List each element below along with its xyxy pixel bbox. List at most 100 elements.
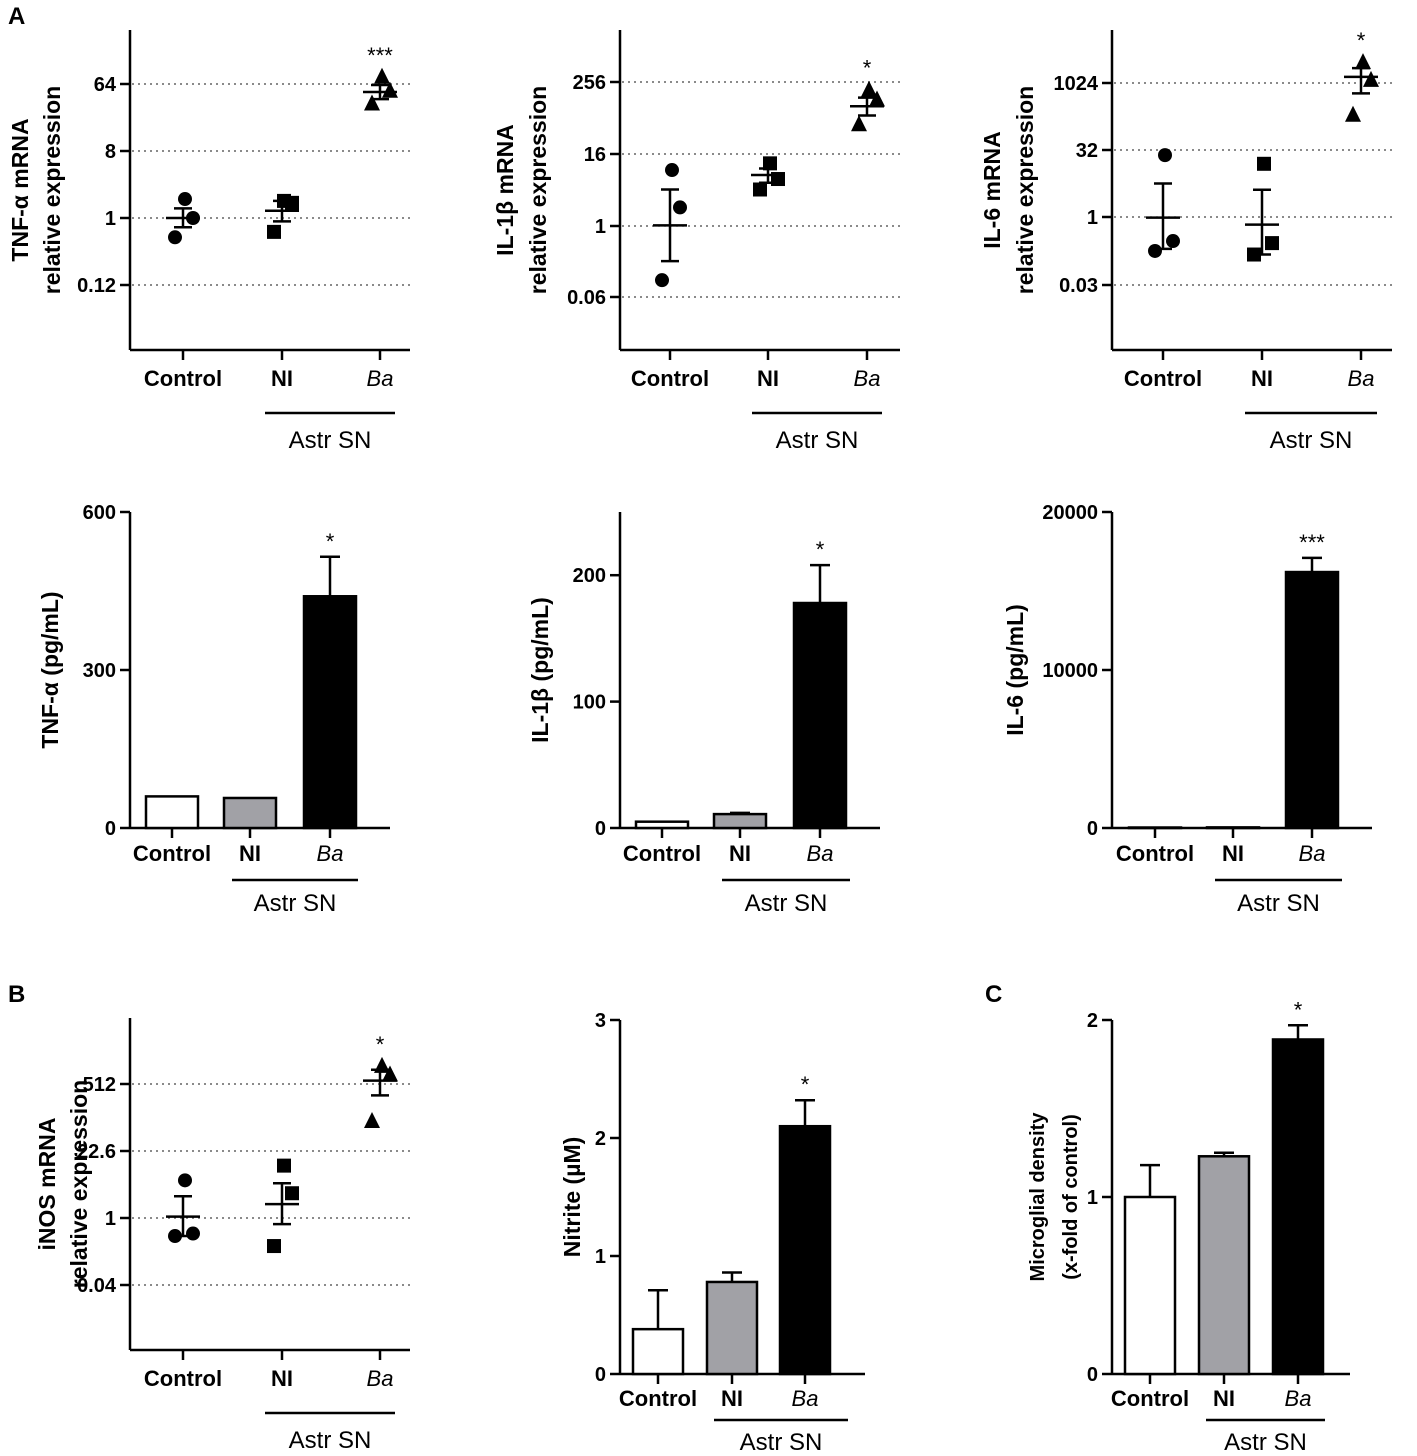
significance-marker: *	[816, 537, 825, 562]
y-tick-label: 0.03	[1059, 275, 1098, 297]
y-axis-label: IL-6 mRNA	[979, 131, 1005, 249]
data-point-square	[267, 224, 281, 239]
y-tick-label: 0	[1087, 1364, 1098, 1386]
data-point-triangle	[364, 94, 380, 111]
data-point-circle	[178, 1173, 192, 1188]
y-axis-label: IL-1β mRNA	[492, 124, 518, 256]
y-tick-label: 256	[573, 72, 606, 94]
category-label-ba: Ba	[1348, 366, 1375, 391]
category-label-control: Control	[1111, 1386, 1189, 1411]
data-point-square	[1265, 236, 1279, 251]
category-label-ba: Ba	[854, 366, 881, 391]
category-label-ba: Ba	[807, 841, 834, 866]
data-point-triangle	[869, 90, 885, 107]
category-label-ni: NI	[239, 841, 261, 866]
y-tick-label: 600	[83, 502, 116, 524]
y-tick-label: 1	[595, 216, 606, 238]
y-tick-label: 1	[105, 1208, 116, 1230]
category-label-ni: NI	[271, 366, 293, 391]
group-label: Astr SN	[745, 890, 828, 917]
category-label-control: Control	[133, 841, 211, 866]
il1b-mrna-chart: IL-1β mRNA relative expression 0.06 1 16 256 *…	[492, 30, 900, 454]
y-axis-label: Nitrite (µM)	[559, 1137, 585, 1258]
y-tick-label: 1	[1087, 207, 1098, 229]
y-tick-label: 3	[595, 1010, 606, 1032]
group-label: Astr SN	[289, 1427, 372, 1454]
data-point-square	[1257, 156, 1271, 171]
y-axis-label: relative expression	[66, 1080, 92, 1288]
il6-protein-chart: IL-6 (pg/mL) 0 10000 20000 *** Control NI Ba Ast…	[1002, 502, 1372, 917]
y-tick-label: 0	[595, 818, 606, 840]
category-label-ni: NI	[757, 366, 779, 391]
data-point-triangle	[1355, 53, 1371, 70]
y-tick-label: 1	[1087, 1187, 1098, 1209]
bar-ni	[705, 1280, 759, 1376]
bar-ni	[1205, 826, 1261, 830]
data-point-triangle	[382, 1065, 398, 1082]
category-label-control: Control	[623, 841, 701, 866]
significance-marker: ***	[1299, 530, 1325, 555]
data-point-circle	[673, 200, 687, 215]
y-axis-label: IL-1β (pg/mL)	[527, 597, 553, 743]
y-axis-label: TNF-α (pg/mL)	[37, 591, 63, 748]
panel-letter-a: A	[8, 3, 25, 30]
y-axis-label: relative expression	[39, 86, 65, 294]
y-tick-label: 200	[573, 565, 606, 587]
y-tick-label: 64	[94, 74, 117, 96]
significance-marker: *	[1357, 28, 1366, 53]
group-label: Astr SN	[254, 890, 337, 917]
il1b-protein-chart: IL-1β (pg/mL) 0 100 200 * Control NI Ba Astr SN	[527, 512, 880, 917]
category-label-ba: Ba	[1285, 1386, 1312, 1411]
data-point-circle	[1148, 243, 1162, 258]
group-label: Astr SN	[1224, 1429, 1307, 1456]
y-tick-label: 1024	[1054, 73, 1099, 95]
bar-ni	[222, 796, 278, 830]
category-label-ni: NI	[271, 1366, 293, 1391]
y-tick-label: 0	[595, 1364, 606, 1386]
data-point-triangle	[861, 80, 877, 97]
significance-marker: *	[376, 1032, 385, 1057]
bar-control	[634, 820, 690, 830]
category-label-control: Control	[631, 366, 709, 391]
il6-mrna-chart: IL-6 mRNA relative expression 0.03 1 32 1024 *…	[979, 28, 1392, 454]
bar-control	[144, 795, 200, 830]
significance-marker: *	[863, 56, 872, 81]
category-label-control: Control	[619, 1386, 697, 1411]
data-point-circle	[186, 1226, 200, 1241]
data-point-square	[285, 1186, 299, 1201]
significance-marker: *	[326, 529, 335, 554]
y-tick-label: 0.04	[77, 1275, 117, 1297]
group-label: Astr SN	[776, 427, 859, 454]
data-point-square	[753, 182, 767, 197]
panel-letter-b: B	[8, 981, 25, 1008]
y-tick-label: 0	[1087, 818, 1098, 840]
data-point-circle	[1166, 234, 1180, 249]
data-point-square	[763, 156, 777, 171]
y-tick-label: 32	[1076, 140, 1098, 162]
y-axis-label: (x-fold of control)	[1060, 1114, 1082, 1280]
category-label-ni: NI	[1213, 1386, 1235, 1411]
group-label: Astr SN	[289, 427, 372, 454]
bar-ba	[792, 601, 848, 830]
bar-control	[631, 1327, 685, 1376]
category-label-control: Control	[1124, 366, 1202, 391]
y-tick-label: 2	[1087, 1010, 1098, 1032]
category-label-ba: Ba	[317, 841, 344, 866]
microglia-chart: Microglial density (x-fold of control) 0 1 2…	[1027, 997, 1350, 1456]
y-axis-label: IL-6 (pg/mL)	[1002, 604, 1028, 736]
data-point-triangle	[1345, 105, 1361, 122]
y-tick-label: 1	[595, 1246, 606, 1268]
tnf-protein-chart: TNF-α (pg/mL) 0 300 600 * Control NI Ba Astr SN	[37, 502, 390, 917]
y-tick-label: 512	[83, 1074, 116, 1096]
y-tick-label: 20000	[1042, 502, 1098, 524]
category-label-ba: Ba	[792, 1386, 819, 1411]
bar-ba	[778, 1124, 832, 1376]
y-tick-label: 8	[105, 141, 116, 163]
y-tick-label: 0.06	[567, 287, 606, 309]
y-tick-label: 16	[584, 144, 606, 166]
bar-ni	[1197, 1155, 1251, 1376]
data-point-circle	[665, 163, 679, 178]
y-tick-label: 22.6	[77, 1141, 116, 1163]
y-tick-label: 300	[83, 660, 116, 682]
bar-ba	[302, 595, 358, 830]
